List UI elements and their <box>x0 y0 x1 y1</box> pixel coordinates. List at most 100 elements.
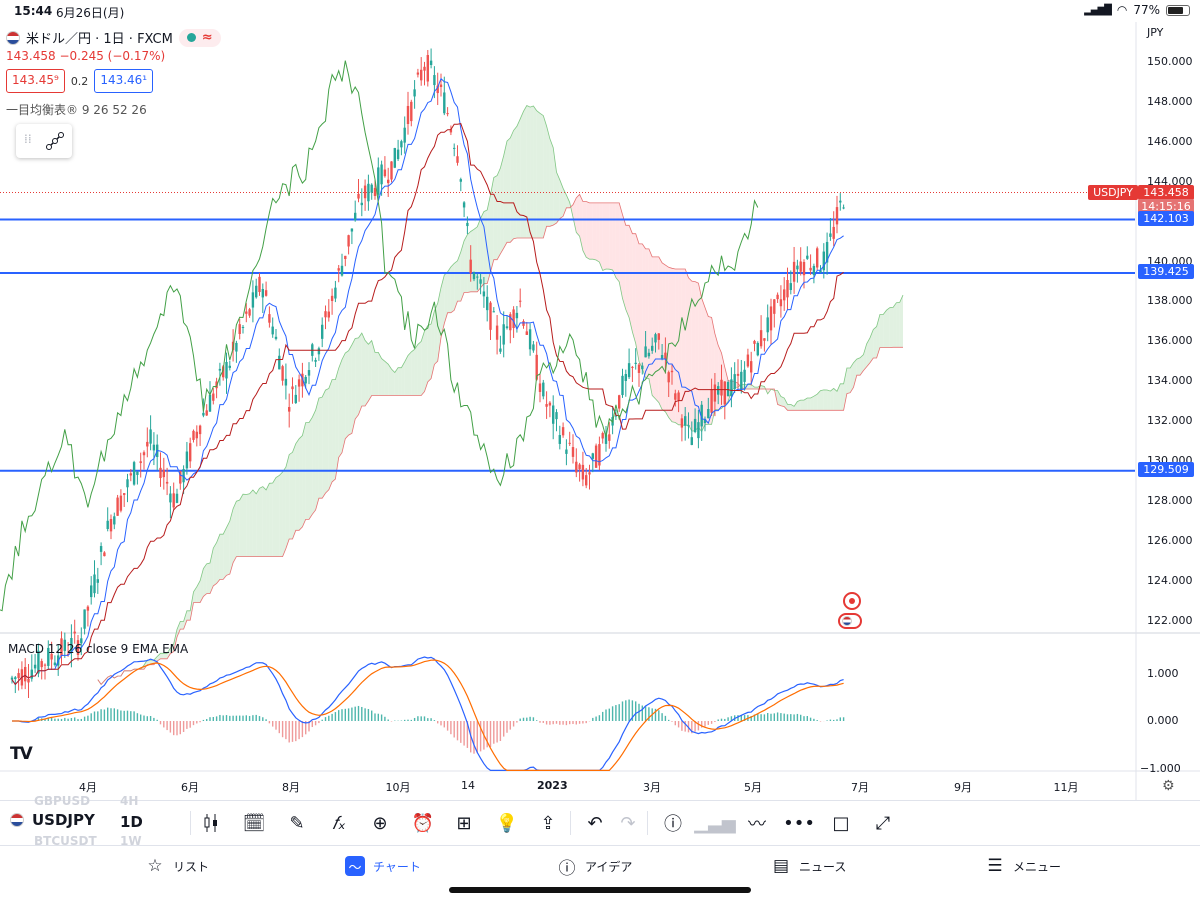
candle-body <box>83 609 86 629</box>
candle-body <box>505 326 509 329</box>
cloud-segment <box>520 111 524 238</box>
buy-button[interactable]: 143.46¹ <box>94 69 154 93</box>
recent-interval[interactable]: 1W <box>120 834 142 848</box>
cloud-segment <box>800 400 804 411</box>
leading-span-a <box>97 104 904 686</box>
sell-button[interactable]: 143.45⁹ <box>6 69 65 93</box>
nav-menu-label: メニュー <box>1013 859 1062 874</box>
cloud-segment <box>615 202 620 282</box>
plus-circle-icon[interactable]: ⊕ <box>372 812 388 834</box>
candle-body <box>212 393 215 401</box>
pen-icon[interactable]: ✎ <box>289 812 305 834</box>
candle-body <box>235 342 238 352</box>
candle-body <box>165 481 169 484</box>
cloud-segment <box>322 390 326 499</box>
cloud-segment <box>843 368 847 411</box>
candle-body <box>591 453 594 459</box>
horizontal-levels[interactable] <box>0 192 1135 472</box>
symbol-title[interactable]: 米ドル／円 · 1日 · FXCM <box>26 32 173 47</box>
settings-gear-icon[interactable]: ⚙ <box>1162 778 1175 794</box>
nav-news[interactable]: ▤ ニュース <box>771 856 846 876</box>
currency-label[interactable]: JPY <box>1147 26 1164 39</box>
cloud-segment <box>431 311 435 379</box>
more-icon[interactable]: ••• <box>783 812 815 834</box>
candle-body <box>825 241 829 263</box>
nav-news-label: ニュース <box>799 859 847 874</box>
bars-chart-icon[interactable]: ▁▃▅ <box>694 812 736 834</box>
cloud-segment <box>259 486 263 557</box>
last-price: 143.458 <box>6 49 56 63</box>
news-icon: ▤ <box>772 856 790 876</box>
candle-body <box>476 276 479 278</box>
candle-body <box>581 464 585 480</box>
macd-legend[interactable]: MACD 12 26 close 9 EMA EMA <box>8 642 189 656</box>
level-tag: 142.103 <box>1138 211 1194 226</box>
undo-icon[interactable]: ↶ <box>587 812 603 834</box>
candle-body <box>809 267 812 271</box>
cloud-segment <box>629 225 633 332</box>
event-marker-icon[interactable] <box>843 592 861 610</box>
candle-body <box>707 409 710 419</box>
calendar-range-icon[interactable]: 🗓 <box>242 812 266 834</box>
cloud-segment <box>837 383 841 411</box>
interval-selector[interactable]: 1D <box>120 813 143 831</box>
nav-menu[interactable]: ☰ メニュー <box>985 856 1061 876</box>
nav-list[interactable]: ☆ リスト <box>145 856 209 876</box>
candle-body <box>33 664 37 669</box>
trendline-tool-icon[interactable] <box>44 130 66 152</box>
bulb-icon[interactable]: 💡 <box>495 812 519 834</box>
trend-icon[interactable]: 〰 <box>748 814 766 835</box>
alarm-icon[interactable]: ⏰ <box>411 812 435 834</box>
drag-handle-icon[interactable]: ⁞⁞ <box>24 132 32 146</box>
tradingview-logo-icon[interactable]: 𝗧𝗩 <box>10 744 33 764</box>
cloud-segment <box>516 118 521 238</box>
grid-icon[interactable]: ⊞ <box>456 812 472 834</box>
price-change: −0.245 (−0.17%) <box>59 49 166 63</box>
cloud-segment <box>705 307 709 425</box>
cloud-segment <box>863 343 867 371</box>
candle-body <box>545 404 548 407</box>
home-indicator[interactable] <box>449 887 751 893</box>
cloud-segment <box>348 344 352 436</box>
candle-body <box>195 431 198 439</box>
square-icon[interactable]: □ <box>832 812 850 834</box>
drawing-toolbar-widget[interactable]: ⁞⁞ <box>16 124 72 158</box>
candle-body <box>713 384 717 402</box>
ichimoku-legend[interactable]: 一目均衡表® 9 26 52 26 <box>6 103 147 117</box>
price-chart[interactable] <box>0 22 1200 800</box>
share-icon[interactable]: ⇪ <box>540 812 556 834</box>
cloud-segment <box>536 110 540 238</box>
candle-body <box>126 479 129 488</box>
economic-event-flag-icon[interactable] <box>838 613 862 629</box>
candle-body <box>495 325 499 340</box>
toolbar-divider <box>190 811 191 835</box>
market-status-pill[interactable]: ≈ <box>178 28 221 47</box>
symbol-selector[interactable]: USDJPY <box>10 811 95 829</box>
candle-body <box>502 324 505 345</box>
cloud-segment <box>269 483 273 557</box>
redo-icon[interactable]: ↷ <box>620 812 636 834</box>
candle-body <box>261 289 264 298</box>
cloud-segment <box>249 490 253 557</box>
recent-interval[interactable]: 4H <box>120 794 139 808</box>
function-icon[interactable]: 𝑓ₓ <box>332 812 346 834</box>
cloud-segment <box>833 388 837 411</box>
candle-body <box>288 407 291 412</box>
cloud-segment <box>804 398 808 411</box>
recent-symbol[interactable]: BTCUSDT <box>34 834 97 848</box>
info-icon[interactable]: ⓘ <box>664 814 682 835</box>
recent-symbol[interactable]: GBPUSD <box>34 794 91 808</box>
nav-ideas[interactable]: ⓘ アイデア <box>557 856 633 879</box>
candles-icon[interactable] <box>197 809 225 837</box>
cloud-segment <box>503 141 507 249</box>
candle-body <box>321 324 324 339</box>
candle-body <box>429 60 433 65</box>
price-axis-label: 150.000 <box>1147 55 1193 68</box>
fullscreen-icon[interactable]: ⤢ <box>875 812 891 834</box>
cloud-segment <box>602 202 606 271</box>
candle-body <box>354 212 357 221</box>
nav-chart[interactable]: 〜 チャート <box>345 856 421 876</box>
candle-body <box>40 661 43 668</box>
candle-body <box>472 272 476 280</box>
candle-body <box>50 653 53 660</box>
